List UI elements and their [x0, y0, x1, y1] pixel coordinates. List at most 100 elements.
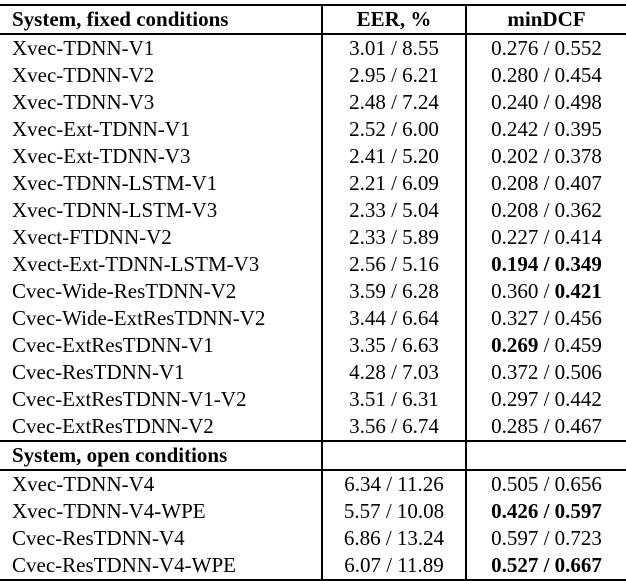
table-row: Cvec-ExtResTDNN-V2 3.56 / 6.74 0.285 / 0.4…	[0, 413, 626, 441]
open-conditions-section: Xvec-TDNN-V4 6.34 / 11.26 0.505 / 0.656 Xve…	[0, 470, 626, 580]
mindcf-value-cell: 0.227 / 0.414	[465, 224, 626, 251]
mindcf-secondary-value: 0.378	[554, 144, 602, 168]
eer-value-cell: 3.01 / 8.55	[321, 34, 466, 62]
mindcf-value-cell: 0.269 / 0.459	[465, 332, 626, 359]
eer-value-cell: 2.33 / 5.89	[321, 224, 466, 251]
mindcf-primary-value: 0.227	[491, 225, 539, 249]
eer-value-cell: 6.07 / 11.89	[321, 552, 466, 580]
mindcf-secondary-value: 0.459	[554, 333, 602, 357]
mindcf-primary-value: 0.242	[491, 117, 539, 141]
mindcf-primary-value: 0.269	[491, 333, 539, 357]
mindcf-primary-value: 0.208	[491, 171, 539, 195]
mindcf-secondary-value: 0.454	[554, 63, 602, 87]
system-name-cell: Xvec-TDNN-LSTM-V1	[12, 171, 218, 195]
mindcf-primary-value: 0.285	[491, 414, 539, 438]
table-row: Cvec-ResTDNN-V4 6.86 / 13.24 0.597 / 0.723	[0, 525, 626, 552]
eer-value-cell: 6.34 / 11.26	[321, 470, 466, 498]
mindcf-primary-value: 0.327	[491, 306, 539, 330]
table-row: Xvec-TDNN-V4-WPE 5.57 / 10.08 0.426 / 0.59…	[0, 498, 626, 525]
mindcf-separator: /	[538, 225, 555, 249]
mindcf-separator: /	[538, 117, 555, 141]
mindcf-value-cell: 0.527 / 0.667	[465, 552, 626, 580]
system-name-cell: Cvec-ExtResTDNN-V1-V2	[12, 387, 247, 411]
table-row: Cvec-Wide-ExtResTDNN-V2 3.44 / 6.64 0.327 …	[0, 305, 626, 332]
system-name-cell: Cvec-ResTDNN-V4	[12, 526, 185, 550]
table-row: Xvec-TDNN-V1 3.01 / 8.55 0.276 / 0.552	[0, 34, 626, 62]
mindcf-value-cell: 0.202 / 0.378	[465, 143, 626, 170]
table-row: Xvec-Ext-TDNN-V3 2.41 / 5.20 0.202 / 0.378	[0, 143, 626, 170]
eer-value-cell: 2.33 / 5.04	[321, 197, 466, 224]
system-name-cell: Cvec-ResTDNN-V4-WPE	[12, 553, 236, 577]
system-name-cell: Xvec-TDNN-V4-WPE	[12, 499, 206, 523]
mindcf-separator: /	[538, 499, 555, 523]
mindcf-primary-value: 0.360	[491, 279, 539, 303]
mindcf-primary-value: 0.202	[491, 144, 539, 168]
table-row: Cvec-Wide-ResTDNN-V2 3.59 / 6.28 0.360 / 0…	[0, 278, 626, 305]
mindcf-secondary-value: 0.442	[554, 387, 602, 411]
section-title-open-conditions: System, open conditions	[12, 443, 228, 467]
col-header-system: System, fixed conditions	[12, 7, 229, 31]
mindcf-separator: /	[538, 333, 555, 357]
mindcf-value-cell: 0.208 / 0.407	[465, 170, 626, 197]
mindcf-value-cell: 0.360 / 0.421	[465, 278, 626, 305]
mindcf-separator: /	[538, 526, 555, 550]
eer-value-cell: 2.56 / 5.16	[321, 251, 466, 278]
empty-cell	[321, 441, 466, 470]
mindcf-secondary-value: 0.414	[554, 225, 602, 249]
mindcf-primary-value: 0.372	[491, 360, 539, 384]
mindcf-secondary-value: 0.667	[554, 553, 602, 577]
system-name-cell: Xvect-FTDNN-V2	[12, 225, 172, 249]
system-name-cell: Xvec-TDNN-V1	[12, 36, 155, 60]
mindcf-separator: /	[538, 63, 555, 87]
mindcf-primary-value: 0.240	[491, 90, 539, 114]
results-table: System, fixed conditions EER, % minDCF X…	[0, 4, 626, 581]
table-row: Cvec-ResTDNN-V4-WPE 6.07 / 11.89 0.527 / 0…	[0, 552, 626, 580]
mindcf-primary-value: 0.505	[491, 472, 539, 496]
eer-value-cell: 2.21 / 6.09	[321, 170, 466, 197]
empty-cell	[465, 441, 626, 470]
table-row: Xvec-Ext-TDNN-V1 2.52 / 6.00 0.242 / 0.395	[0, 116, 626, 143]
mindcf-secondary-value: 0.506	[554, 360, 602, 384]
col-header-mindcf: minDCF	[465, 5, 626, 34]
eer-value-cell: 3.51 / 6.31	[321, 386, 466, 413]
table-row: Xvec-TDNN-LSTM-V3 2.33 / 5.04 0.208 / 0.36…	[0, 197, 626, 224]
mindcf-primary-value: 0.276	[491, 36, 539, 60]
col-header-eer: EER, %	[321, 5, 466, 34]
eer-value-cell: 2.41 / 5.20	[321, 143, 466, 170]
eer-value-cell: 4.28 / 7.03	[321, 359, 466, 386]
mindcf-separator: /	[538, 252, 555, 276]
mindcf-primary-value: 0.280	[491, 63, 539, 87]
mindcf-secondary-value: 0.349	[554, 252, 602, 276]
eer-value-cell: 2.95 / 6.21	[321, 62, 466, 89]
mindcf-separator: /	[538, 171, 555, 195]
table-row: Xvec-TDNN-V2 2.95 / 6.21 0.280 / 0.454	[0, 62, 626, 89]
eer-value-cell: 3.56 / 6.74	[321, 413, 466, 441]
mindcf-value-cell: 0.426 / 0.597	[465, 498, 626, 525]
mindcf-primary-value: 0.194	[491, 252, 539, 276]
mindcf-secondary-value: 0.395	[554, 117, 602, 141]
mindcf-value-cell: 0.297 / 0.442	[465, 386, 626, 413]
eer-value-cell: 3.59 / 6.28	[321, 278, 466, 305]
mindcf-separator: /	[538, 553, 555, 577]
system-name-cell: Cvec-ResTDNN-V1	[12, 360, 185, 384]
system-name-cell: Xvec-TDNN-V2	[12, 63, 155, 87]
mindcf-primary-value: 0.297	[491, 387, 539, 411]
table-row: Cvec-ExtResTDNN-V1-V2 3.51 / 6.31 0.297 / …	[0, 386, 626, 413]
eer-value-cell: 5.57 / 10.08	[321, 498, 466, 525]
table-row: Xvect-FTDNN-V2 2.33 / 5.89 0.227 / 0.414	[0, 224, 626, 251]
mindcf-primary-value: 0.597	[491, 526, 539, 550]
table-row: Xvect-Ext-TDNN-LSTM-V3 2.56 / 5.16 0.194 /…	[0, 251, 626, 278]
mindcf-primary-value: 0.208	[491, 198, 539, 222]
system-name-cell: Cvec-ExtResTDNN-V2	[12, 414, 214, 438]
fixed-conditions-section: Xvec-TDNN-V1 3.01 / 8.55 0.276 / 0.552 Xvec…	[0, 34, 626, 441]
mindcf-secondary-value: 0.597	[554, 499, 602, 523]
mindcf-value-cell: 0.597 / 0.723	[465, 525, 626, 552]
system-name-cell: Cvec-Wide-ExtResTDNN-V2	[12, 306, 266, 330]
eer-value-cell: 6.86 / 13.24	[321, 525, 466, 552]
system-name-cell: Xvec-Ext-TDNN-V1	[12, 117, 191, 141]
mindcf-separator: /	[538, 90, 555, 114]
mindcf-secondary-value: 0.656	[554, 472, 602, 496]
table-row: Xvec-TDNN-V4 6.34 / 11.26 0.505 / 0.656	[0, 470, 626, 498]
system-name-cell: Xvec-Ext-TDNN-V3	[12, 144, 191, 168]
